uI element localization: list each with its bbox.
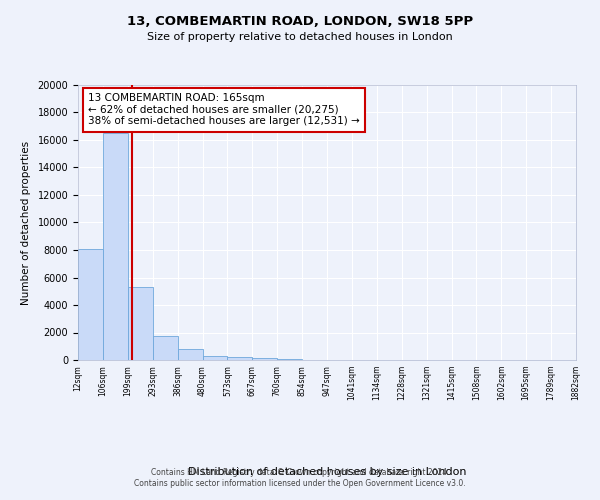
Text: Contains HM Land Registry data © Crown copyright and database right 2024.
Contai: Contains HM Land Registry data © Crown c… xyxy=(134,468,466,487)
Bar xyxy=(178,349,203,360)
Y-axis label: Number of detached properties: Number of detached properties xyxy=(20,140,31,304)
Bar xyxy=(227,357,253,360)
Text: Size of property relative to detached houses in London: Size of property relative to detached ho… xyxy=(147,32,453,42)
X-axis label: Distribution of detached houses by size in London: Distribution of detached houses by size … xyxy=(188,467,466,477)
Text: 13, COMBEMARTIN ROAD, LONDON, SW18 5PP: 13, COMBEMARTIN ROAD, LONDON, SW18 5PP xyxy=(127,15,473,28)
Bar xyxy=(128,287,153,360)
Bar xyxy=(277,358,302,360)
Bar xyxy=(78,248,103,360)
Bar xyxy=(253,358,277,360)
Bar xyxy=(103,133,128,360)
Bar xyxy=(203,356,227,360)
Bar xyxy=(153,336,178,360)
Text: 13 COMBEMARTIN ROAD: 165sqm
← 62% of detached houses are smaller (20,275)
38% of: 13 COMBEMARTIN ROAD: 165sqm ← 62% of det… xyxy=(88,93,360,126)
